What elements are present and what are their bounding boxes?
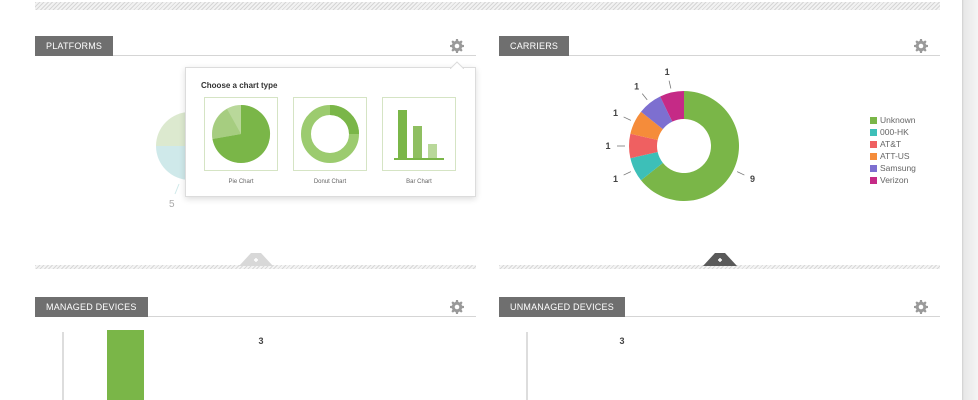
legend-swatch: [870, 152, 877, 160]
platforms-gear-icon[interactable]: [450, 39, 464, 53]
bar-data-label: 3: [258, 336, 263, 346]
platforms-expand-tab[interactable]: [239, 252, 273, 266]
managed-gear-icon[interactable]: [450, 300, 464, 314]
donut-slice-3[interactable]: [630, 111, 663, 140]
donut-data-label-3: 1: [613, 108, 618, 118]
bar-chart-icon: [394, 110, 444, 160]
platforms-pie-slice-1: [156, 112, 190, 146]
donut-chart-label: Donut Chart: [313, 179, 347, 185]
y-tick-label: 4: [52, 330, 56, 332]
donut-leader-line-5: [668, 80, 672, 89]
managed-bar-chart: 5443: [52, 330, 264, 400]
pie-chart-label: Pie Chart: [228, 179, 254, 185]
platforms-panel: PLATFORMS 5: [35, 36, 476, 276]
carriers-header: CARRIERS: [499, 36, 940, 56]
legend-label: Samsung: [880, 163, 916, 173]
carriers-donut-chart: 9 1 1 1 1 1: [605, 67, 755, 201]
donut-slice-2[interactable]: [629, 133, 658, 159]
legend-item[interactable]: Verizon: [870, 174, 916, 186]
carriers-footer-divider: [499, 265, 940, 269]
carriers-gear-icon[interactable]: [914, 39, 928, 53]
legend-item[interactable]: AT&T: [870, 138, 916, 150]
legend-item[interactable]: Unknown: [870, 114, 916, 126]
donut-data-label-2: 1: [605, 141, 610, 151]
donut-chart-option[interactable]: [293, 97, 367, 171]
legend-label: Verizon: [880, 175, 909, 185]
donut-slice-4[interactable]: [640, 96, 673, 130]
legend-label: ATT-US: [880, 151, 910, 161]
platforms-slice-label: 5: [169, 199, 175, 210]
donut-data-label-0: 9: [750, 174, 755, 184]
donut-slice-1[interactable]: [630, 152, 663, 181]
popover-title: Choose a chart type: [201, 81, 278, 90]
y-tick-label: 4: [516, 330, 520, 332]
donut-leader-line-3: [623, 116, 632, 121]
platforms-pie-slice-2: [156, 146, 190, 180]
legend-swatch: [870, 164, 877, 172]
legend-label: Unknown: [880, 115, 916, 125]
legend-swatch: [870, 176, 877, 184]
donut-slice-0[interactable]: [640, 91, 739, 201]
platforms-footer-divider: [35, 265, 476, 269]
bar-chart-option[interactable]: [382, 97, 456, 171]
window-edge: [962, 0, 978, 400]
pie-chart-icon: [212, 104, 271, 163]
managed-devices-panel: MANAGED DEVICES: [35, 297, 476, 400]
unmanaged-devices-panel: UNMANAGED DEVICES: [499, 297, 940, 400]
legend-item[interactable]: ATT-US: [870, 150, 916, 162]
donut-slice-5[interactable]: [660, 91, 684, 122]
unmanaged-bar-chart: 543: [516, 330, 625, 400]
platforms-header: PLATFORMS: [35, 36, 476, 56]
donut-data-label-4: 1: [634, 82, 639, 92]
donut-data-label-1: 1: [613, 174, 618, 184]
managed-title: MANAGED DEVICES: [35, 297, 148, 317]
unmanaged-title: UNMANAGED DEVICES: [499, 297, 625, 317]
plus-icon: [718, 258, 722, 262]
plus-icon: [254, 258, 258, 262]
legend-swatch: [870, 140, 877, 148]
platforms-pie-chart: 5: [156, 112, 190, 210]
legend-item[interactable]: Samsung: [870, 162, 916, 174]
bar-chart-label: Bar Chart: [406, 179, 432, 185]
legend-item[interactable]: 000-HK: [870, 126, 916, 138]
donut-leader-line-0: [736, 171, 745, 176]
bar-data-label: 3: [619, 336, 624, 346]
top-divider: [35, 2, 940, 10]
carriers-panel: CARRIERS: [499, 36, 940, 276]
platforms-title: PLATFORMS: [35, 36, 114, 56]
legend-swatch: [870, 116, 877, 124]
carriers-title: CARRIERS: [499, 36, 570, 56]
donut-leader-line-4: [641, 93, 648, 101]
chart-type-popover: Choose a chart type Pie Chart Donut Char…: [185, 61, 476, 197]
carriers-expand-tab[interactable]: [703, 252, 737, 266]
managed-header: MANAGED DEVICES: [35, 297, 476, 317]
bar[interactable]: [107, 330, 144, 400]
legend-swatch: [870, 128, 877, 136]
pie-chart-option[interactable]: [204, 97, 278, 171]
donut-leader-line-1: [623, 171, 632, 176]
popover-arrow: [450, 61, 464, 69]
donut-chart-icon: [301, 105, 359, 163]
legend-label: AT&T: [880, 139, 902, 149]
carriers-legend: Unknown 000-HK AT&T ATT-US Samsung Verizon: [870, 114, 916, 186]
unmanaged-header: UNMANAGED DEVICES: [499, 297, 940, 317]
unmanaged-gear-icon[interactable]: [914, 300, 928, 314]
donut-data-label-5: 1: [665, 67, 670, 77]
legend-label: 000-HK: [880, 127, 909, 137]
